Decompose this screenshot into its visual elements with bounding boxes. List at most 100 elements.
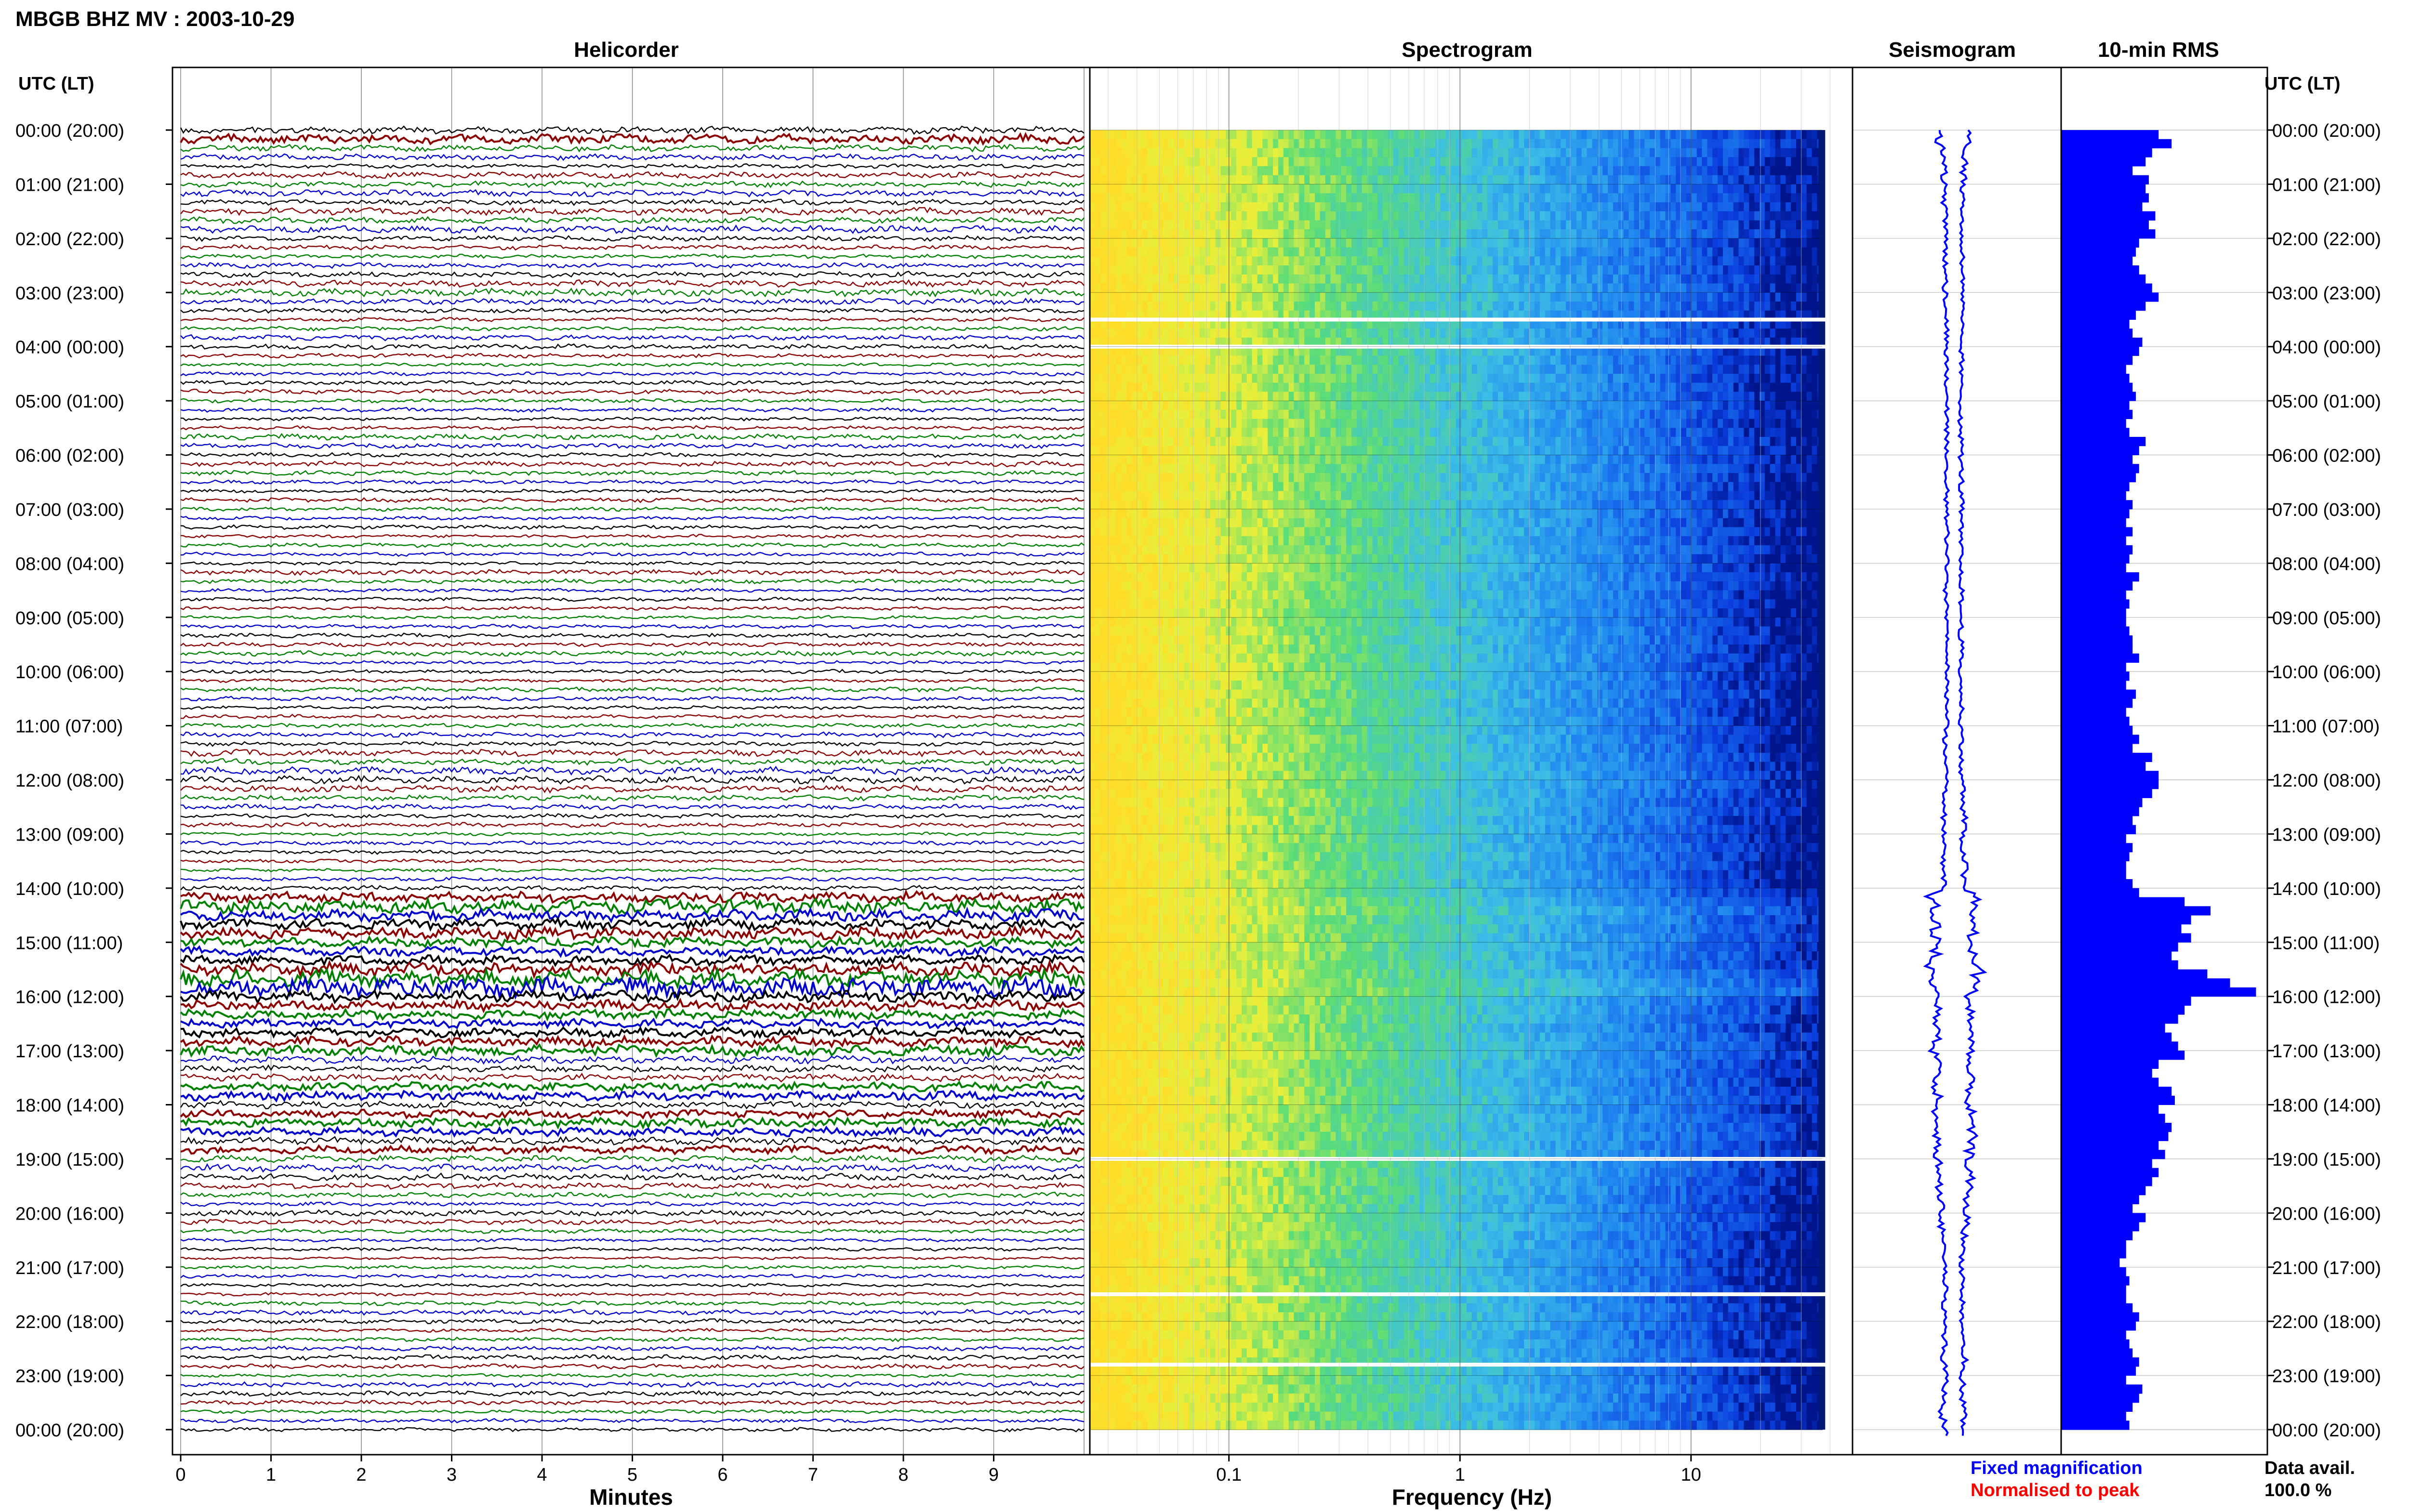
spectrogram-cell	[1744, 401, 1750, 410]
spectrogram-cell	[1257, 274, 1263, 284]
spectrogram-cell	[1210, 139, 1216, 148]
spectrogram-cell	[1581, 175, 1588, 184]
spectrogram-cell	[1571, 265, 1577, 275]
spectrogram-cell	[1111, 139, 1117, 148]
spectrogram-cell	[1791, 355, 1797, 365]
spectrogram-cell	[1487, 157, 1493, 167]
spectrogram-cell	[1555, 283, 1562, 293]
spectrogram-cell	[1414, 202, 1420, 212]
spectrogram-cell	[1158, 157, 1164, 167]
spectrogram-cell	[1764, 274, 1771, 284]
spectrogram-cell	[1639, 229, 1645, 239]
spectrogram-cell	[1812, 130, 1818, 140]
spectrogram-cell	[1628, 175, 1635, 184]
spectrogram-cell	[1529, 202, 1535, 212]
spectrogram-cell	[1477, 166, 1483, 176]
spectrogram-cell	[1310, 148, 1315, 158]
spectrogram-cell	[1090, 247, 1096, 257]
spectrogram-cell	[1100, 409, 1106, 420]
spectrogram-cell	[1268, 337, 1273, 347]
spectrogram-cell	[1786, 211, 1791, 221]
spectrogram-cell	[1775, 166, 1781, 176]
spectrogram-cell	[1204, 437, 1211, 447]
spectrogram-cell	[1566, 139, 1572, 148]
spectrogram-cell	[1288, 130, 1295, 140]
spectrogram-cell	[1503, 428, 1509, 437]
spectrogram-cell	[1095, 409, 1101, 420]
spectrogram-cell	[1121, 365, 1127, 374]
spectrogram-cell	[1142, 329, 1148, 338]
spectrogram-cell	[1346, 202, 1352, 212]
spectrogram-cell	[1676, 256, 1681, 266]
spectrogram-cell	[1718, 319, 1723, 329]
spectrogram-cell	[1749, 211, 1755, 221]
spectrogram-cell	[1613, 373, 1619, 383]
spectrogram-cell	[1330, 220, 1337, 230]
spectrogram-cell	[1152, 193, 1158, 203]
spectrogram-cell	[1241, 428, 1247, 437]
spectrogram-cell	[1445, 382, 1452, 392]
spectrogram-cell	[1283, 274, 1289, 284]
spectrogram-cell	[1346, 130, 1352, 140]
spectrogram-cell	[1576, 310, 1582, 320]
spectrogram-cell	[1764, 337, 1771, 347]
spectrogram-cell	[1425, 274, 1430, 284]
spectrogram-cell	[1294, 238, 1300, 248]
spectrogram-cell	[1493, 175, 1498, 184]
spectrogram-cell	[1116, 409, 1122, 420]
spectrogram-cell	[1137, 139, 1143, 148]
spectrogram-cell	[1137, 130, 1143, 140]
spectrogram-cell	[1597, 202, 1603, 212]
spectrogram-cell	[1498, 428, 1504, 437]
spectrogram-cell	[1702, 401, 1708, 410]
spectrogram-cell	[1451, 446, 1456, 456]
spectrogram-cell	[1111, 437, 1117, 447]
spectrogram-cell	[1388, 419, 1394, 428]
spectrogram-cell	[1403, 302, 1410, 311]
spectrogram-cell	[1723, 437, 1729, 447]
spectrogram-cell	[1137, 392, 1143, 401]
spectrogram-cell	[1440, 437, 1446, 447]
spectrogram-cell	[1419, 283, 1425, 293]
spectrogram-cell	[1561, 373, 1566, 383]
spectrogram-cell	[1649, 202, 1655, 212]
spectrogram-cell	[1152, 211, 1158, 221]
spectrogram-cell	[1696, 382, 1703, 392]
spectrogram-cell	[1728, 437, 1734, 447]
spectrogram-cell	[1414, 211, 1420, 221]
spectrogram-cell	[1733, 130, 1739, 140]
spectrogram-cell	[1142, 409, 1148, 420]
spectrogram-cell	[1440, 175, 1446, 184]
spectrogram-cell	[1095, 256, 1101, 266]
spectrogram-cell	[1691, 337, 1697, 347]
spectrogram-cell	[1367, 337, 1373, 347]
spectrogram-cell	[1116, 310, 1122, 320]
spectrogram-cell	[1602, 392, 1608, 401]
spectrogram-cell	[1576, 329, 1582, 338]
spectrogram-cell	[1571, 175, 1577, 184]
spectrogram-cell	[1252, 437, 1258, 447]
spectrogram-cell	[1330, 382, 1337, 392]
spectrogram-cell	[1503, 130, 1509, 140]
spectrogram-cell	[1336, 139, 1342, 148]
spectrogram-cell	[1320, 437, 1326, 447]
spectrogram-cell	[1419, 373, 1425, 383]
spectrogram-cell	[1644, 337, 1650, 347]
spectrogram-cell	[1519, 310, 1525, 320]
spectrogram-cell	[1204, 202, 1211, 212]
spectrogram-cell	[1587, 292, 1593, 302]
spectrogram-cell	[1519, 355, 1525, 365]
spectrogram-cell	[1775, 428, 1781, 437]
spectrogram-cell	[1388, 229, 1394, 239]
spectrogram-cell	[1456, 274, 1462, 284]
spectrogram-cell	[1200, 428, 1205, 437]
spectrogram-cell	[1278, 401, 1284, 410]
spectrogram-cell	[1241, 401, 1247, 410]
spectrogram-cell	[1126, 382, 1132, 392]
spectrogram-cell	[1471, 175, 1478, 184]
spectrogram-cell	[1786, 220, 1791, 230]
spectrogram-cell	[1126, 437, 1132, 447]
spectrogram-cell	[1728, 392, 1734, 401]
spectrogram-cell	[1294, 229, 1300, 239]
spectrogram-cell	[1477, 211, 1483, 221]
